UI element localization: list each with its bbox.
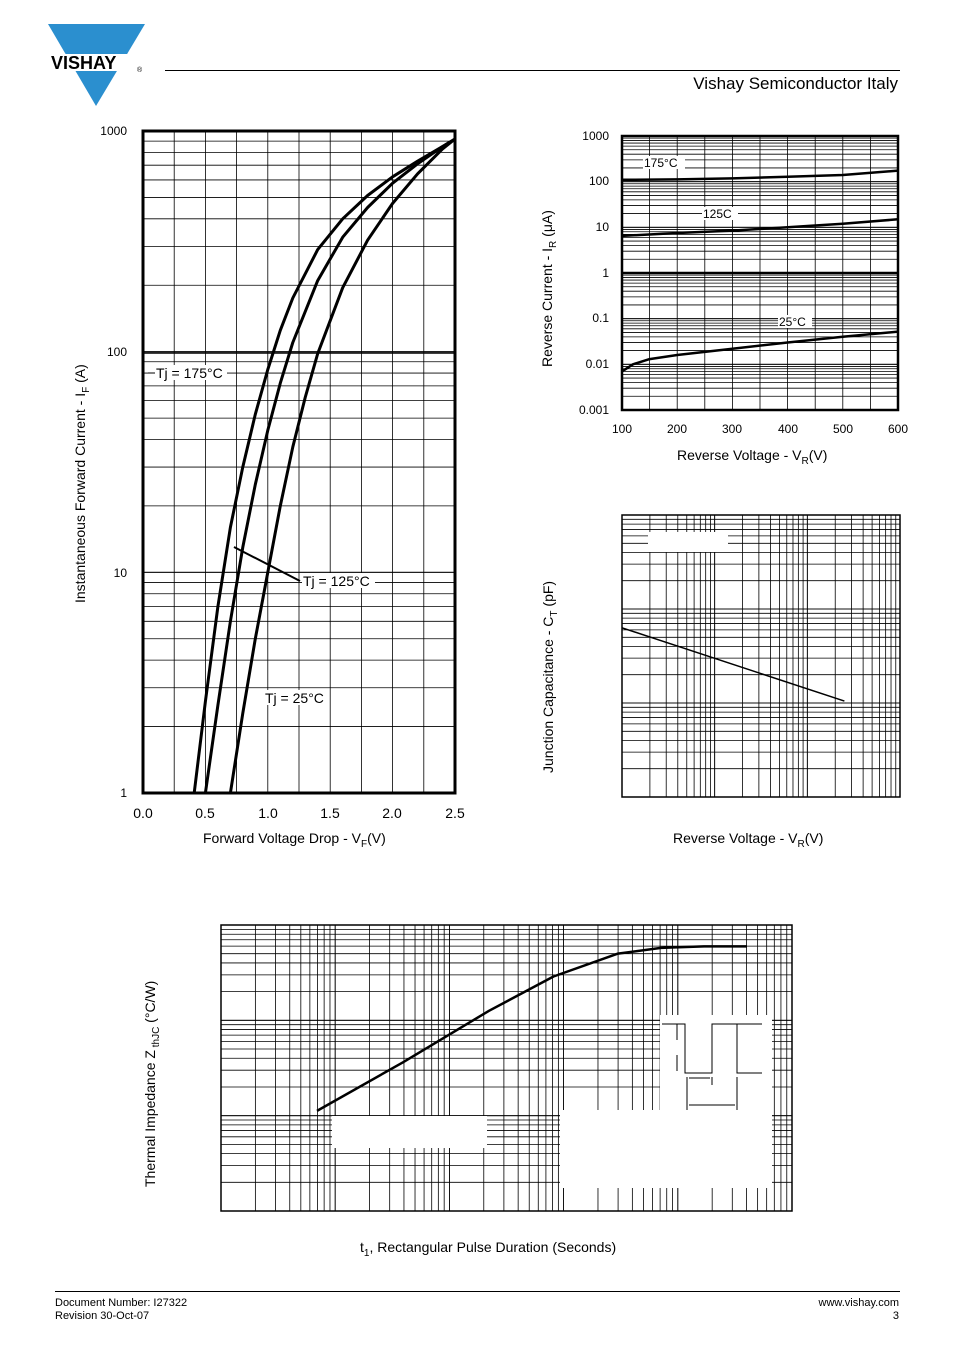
annotation-tj-125: Tj = 125°C [303,573,370,589]
pulse-diagram-bg [660,1015,772,1110]
series-label-125c: 125C [703,207,732,221]
document-number: Document Number: I27322 [55,1297,188,1309]
footer-left: Document Number: I27322 Revision 30-Oct-… [55,1297,187,1323]
chart-grid [143,130,455,794]
blank-legend-box [332,1116,487,1148]
y-tick-label: 10 [114,566,128,580]
company-name: Vishay Semiconductor Italy [693,74,898,93]
x-tick-label: 0.0 [133,805,153,821]
annotation-tj-175: Tj = 175°C [156,365,223,381]
series-label-175c: 175°C [644,156,678,170]
chart-series [621,627,845,702]
x-tick-label: 100 [612,422,632,436]
series-line-1 [621,218,899,238]
footer-rule [55,1291,900,1292]
x-tick-label: 2.0 [382,805,402,821]
plot-frame [220,924,793,1212]
x-axis-label: Forward Voltage Drop - VF(V) [203,830,386,850]
footer-right: www.vishay.com 3 [819,1297,899,1323]
annotation-tj-25: Tj = 25°C [265,690,324,706]
series-line-0 [316,945,747,1112]
y-tick-label: 0.1 [592,311,609,325]
series-line-0 [192,137,456,794]
series-label-bg [702,207,738,220]
y-tick-label: 1000 [582,129,609,143]
annotation-bg [155,365,227,380]
series-line-0 [621,169,899,182]
vishay-logo: VISHAY ® [48,24,145,106]
plot-frame [141,129,457,795]
y-tick-label: 1 [120,786,127,800]
series-label-bg [778,315,812,328]
y-axis-label: Instantaneous Forward Current - IF (A) [72,364,92,603]
header-rule [165,70,900,71]
annotation-leader [233,546,301,582]
x-tick-label: 1.0 [258,805,278,821]
blank-notes-box [560,1110,772,1188]
series-label-25c: 25°C [779,315,806,329]
junction-capacitance-chart: Reverse Voltage - VR(V) Junction Capacit… [540,514,901,850]
logo-text: VISHAY [51,53,116,73]
annotation-bg [302,573,375,588]
y-tick-label: 100 [589,174,609,188]
series-line-2 [228,137,456,794]
x-axis-label: Reverse Voltage - VR(V) [673,830,823,850]
y-tick-label: 1000 [100,124,127,138]
y-tick-label: 10 [596,220,610,234]
y-tick-label: 100 [107,345,127,359]
series-line-0 [621,627,845,702]
x-tick-label: 300 [722,422,742,436]
chart-series [192,137,456,794]
y-tick-label: 1 [602,266,609,280]
x-tick-label: 200 [667,422,687,436]
y-axis-label: Thermal Impedance Z thJC (°C/W) [142,981,162,1187]
blank-legend-box [648,532,728,552]
y-tick-label: 0.001 [579,403,609,417]
chart-grid [621,514,901,798]
annotation-bg [264,690,328,705]
series-line-1 [203,137,456,794]
pulse-waveform-diagram [662,1023,762,1110]
reverse-current-chart: 1000 100 10 1 0.1 0.01 0.001 100 200 300… [539,129,908,467]
forward-voltage-chart: 1000 100 10 1 0.0 0.5 1.0 1.5 2.0 2.5 Tj… [72,124,465,850]
page-number: 3 [892,1310,899,1322]
logo-registered-mark: ® [137,66,143,74]
series-line-2 [621,330,899,373]
y-axis-label: Junction Capacitance - CT (pF) [540,581,560,773]
y-tick-label: 0.01 [586,357,610,371]
chart-series [621,169,899,373]
x-axis-label: Reverse Voltage - VR(V) [677,447,827,467]
plot-frame [621,514,901,798]
y-axis-label: Reverse Current - IR (μA) [539,210,559,367]
x-axis-label: t1, Rectangular Pulse Duration (Seconds) [360,1239,616,1259]
website-link[interactable]: www.vishay.com [818,1297,899,1309]
chart-series [316,945,747,1112]
x-tick-label: 400 [778,422,798,436]
x-tick-label: 600 [888,422,908,436]
x-tick-label: 500 [833,422,853,436]
x-tick-label: 2.5 [445,805,465,821]
thermal-impedance-chart: t1, Rectangular Pulse Duration (Seconds)… [142,924,793,1259]
revision: Revision 30-Oct-07 [55,1310,150,1322]
series-label-bg [643,156,685,169]
x-tick-label: 0.5 [195,805,215,821]
x-tick-label: 1.5 [320,805,340,821]
